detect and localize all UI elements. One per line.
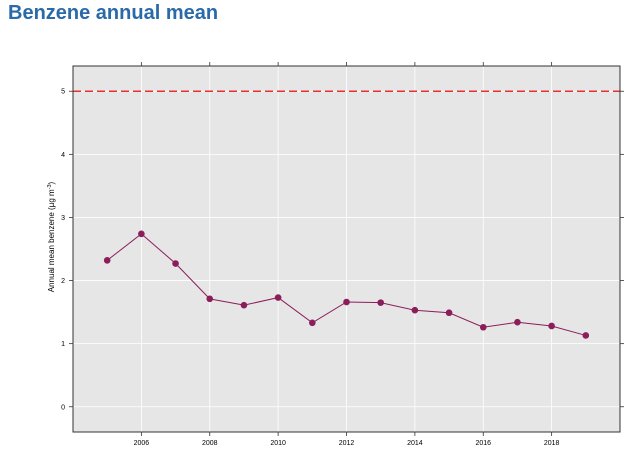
y-axis-label-text: Annual mean benzene (µg m — [47, 189, 56, 292]
data-point — [240, 301, 248, 309]
data-point — [445, 309, 453, 317]
x-axis-ticks: 2006 2008 2010 2012 2014 2016 2018 — [134, 432, 560, 447]
y-tick-label: 4 — [61, 152, 65, 159]
y-axis-label-suffix: ) — [47, 181, 56, 184]
y-axis-label: Annual mean benzene (µg m-3) — [47, 181, 56, 292]
x-tick-label: 2018 — [544, 440, 560, 447]
data-point — [343, 298, 350, 306]
y-tick-label: 0 — [61, 404, 65, 411]
x-tick-label: 2014 — [407, 440, 423, 447]
y-axis-label-superscript: -3 — [47, 184, 53, 189]
page-title: Benzene annual mean — [8, 2, 219, 24]
x-tick-label: 2010 — [270, 440, 286, 447]
data-point — [309, 319, 316, 327]
data-points — [103, 230, 590, 339]
x-tick-label: 2008 — [202, 440, 218, 447]
data-point — [479, 323, 487, 331]
data-point — [172, 260, 179, 267]
vertical-gridlines — [140, 66, 553, 432]
top-ticks — [140, 62, 553, 66]
data-point — [103, 257, 111, 264]
data-point — [377, 299, 384, 306]
data-point — [411, 306, 419, 314]
data-point — [582, 332, 590, 339]
y-tick-label: 2 — [61, 278, 65, 285]
data-point — [274, 294, 282, 301]
data-point — [138, 230, 145, 238]
horizontal-gridlines — [73, 90, 620, 408]
y-tick-label: 5 — [61, 89, 65, 96]
x-tick-label: 2016 — [475, 440, 491, 447]
x-tick-label: 2012 — [339, 440, 355, 447]
y-tick-label: 1 — [61, 341, 65, 348]
data-point — [514, 318, 521, 326]
y-axis-ticks: 0 1 2 3 4 5 — [61, 89, 73, 411]
right-ticks — [620, 90, 624, 408]
y-tick-label: 3 — [61, 215, 65, 222]
x-tick-label: 2006 — [134, 440, 150, 447]
data-point — [548, 322, 555, 330]
data-point — [206, 295, 214, 303]
